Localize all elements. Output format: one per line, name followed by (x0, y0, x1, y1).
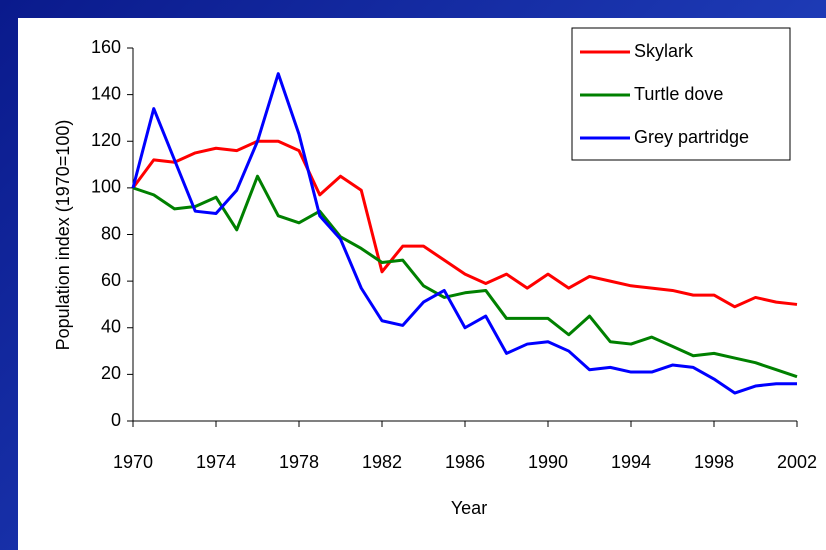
x-tick-label: 1974 (196, 452, 236, 472)
legend-label: Grey partridge (634, 127, 749, 147)
y-tick-label: 140 (91, 83, 121, 103)
x-axis-label: Year (451, 498, 487, 518)
x-tick-label: 1986 (445, 452, 485, 472)
y-tick-label: 40 (101, 317, 121, 337)
series-line (132, 174, 798, 379)
y-tick-label: 60 (101, 270, 121, 290)
x-tick-label: 2002 (777, 452, 817, 472)
y-axis-label: Population index (1970=100) (53, 120, 73, 351)
x-tick-label: 1970 (113, 452, 153, 472)
x-tick-label: 1978 (279, 452, 319, 472)
legend-label: Skylark (634, 41, 694, 61)
x-tick-label: 1982 (362, 452, 402, 472)
series-line (131, 139, 798, 309)
y-tick-label: 0 (111, 410, 121, 430)
legend-label: Turtle dove (634, 84, 723, 104)
x-tick-label: 1990 (528, 452, 568, 472)
y-tick-label: 20 (101, 363, 121, 383)
y-tick-label: 160 (91, 37, 121, 57)
x-tick-label: 1994 (611, 452, 651, 472)
y-tick-label: 120 (91, 130, 121, 150)
y-tick-label: 100 (91, 177, 121, 197)
series-line (131, 72, 797, 395)
y-tick-label: 80 (101, 223, 121, 243)
x-tick-label: 1998 (694, 452, 734, 472)
